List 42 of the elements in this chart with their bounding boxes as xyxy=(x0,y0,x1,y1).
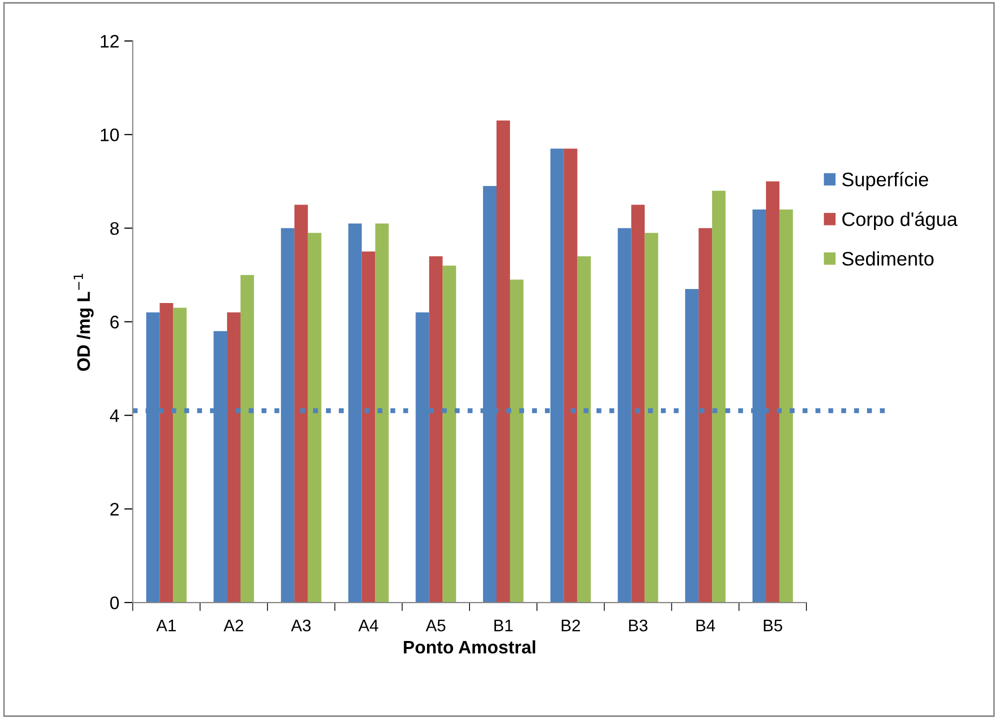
bar xyxy=(429,256,443,603)
y-tick-label: 4 xyxy=(110,409,120,422)
bar xyxy=(510,280,524,603)
x-tick-label: A4 xyxy=(358,620,378,632)
bar xyxy=(698,228,712,603)
x-tick-label: B1 xyxy=(494,620,513,632)
bar xyxy=(240,274,254,603)
x-tick-label: A2 xyxy=(224,620,244,632)
y-tick-label: 8 xyxy=(110,222,119,235)
x-tick-label: A5 xyxy=(426,620,446,632)
y-tick-label: 0 xyxy=(110,596,119,610)
x-tick-label: B2 xyxy=(562,620,580,632)
x-tick-label: B3 xyxy=(629,620,648,632)
bar xyxy=(577,256,591,603)
bar xyxy=(496,120,510,603)
bar xyxy=(442,266,456,603)
bar xyxy=(644,232,658,603)
x-tick-label: A1 xyxy=(156,620,176,632)
x-axis-title: Ponto Amostral xyxy=(404,640,536,654)
bar xyxy=(308,232,322,603)
bar xyxy=(631,204,645,603)
legend-label: Superfície xyxy=(842,172,928,190)
bar xyxy=(375,223,389,603)
bar xyxy=(160,303,174,603)
y-tick-label: 10 xyxy=(100,128,119,142)
y-tick-label: 6 xyxy=(110,316,119,328)
legend-label: Sedimento xyxy=(842,251,934,266)
bar xyxy=(712,190,726,603)
bar xyxy=(227,312,241,603)
bar xyxy=(294,204,308,603)
bar xyxy=(362,252,376,603)
x-tick-label: A3 xyxy=(290,620,311,632)
legend-label: Corpo d'água xyxy=(842,212,958,230)
y-tick-label: 2 xyxy=(110,502,119,516)
y-axis-title: OD /mg L$^{−1}$ xyxy=(74,274,94,371)
x-tick-label: B4 xyxy=(696,620,716,632)
x-tick-label: B5 xyxy=(764,620,782,632)
bar xyxy=(779,209,793,603)
y-tick-label: 12 xyxy=(100,34,119,48)
bar xyxy=(564,148,578,603)
bar xyxy=(766,181,780,603)
bar xyxy=(173,308,187,603)
